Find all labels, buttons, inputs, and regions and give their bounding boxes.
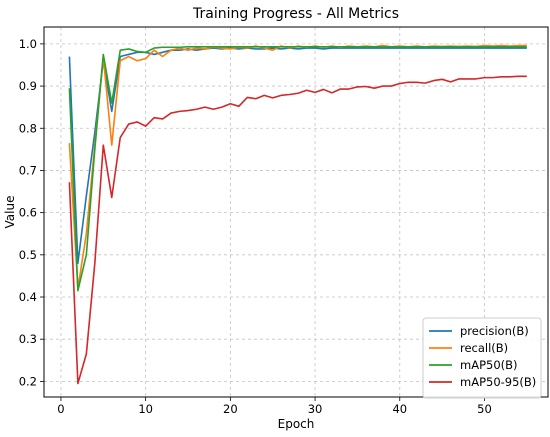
x-tick-label: 10	[138, 402, 153, 416]
y-tick-label: 0.2	[19, 374, 37, 388]
x-tick-label: 50	[477, 402, 492, 416]
y-tick-label: 0.5	[19, 248, 37, 262]
y-tick-label: 0.7	[19, 163, 37, 177]
legend: precision(B) recall(B) mAP50(B) mAP50-95(B)	[422, 317, 542, 399]
series-line-map50-95-b	[68, 75, 527, 385]
series-layer	[68, 44, 527, 385]
series-line-recall-b	[68, 44, 527, 290]
y-tick-label: 1.0	[19, 37, 37, 51]
legend-label: recall(B)	[460, 341, 508, 355]
legend-label: precision(B)	[460, 324, 529, 338]
series-line-map50-b	[68, 46, 527, 292]
x-tick-label: 20	[223, 402, 238, 416]
y-tick-label: 0.6	[19, 206, 37, 220]
x-tick-label: 40	[392, 402, 407, 416]
chart-title: Training Progress - All Metrics	[192, 6, 399, 22]
y-tick-label: 0.9	[19, 79, 37, 93]
legend-label: mAP50-95(B)	[460, 375, 536, 389]
x-tick-label: 0	[57, 402, 64, 416]
y-tick-label: 0.8	[19, 121, 37, 135]
grid	[44, 27, 548, 397]
legend-label: mAP50(B)	[460, 358, 518, 372]
x-tick-label: 30	[308, 402, 323, 416]
ticks: 0 10 20 30 40 50 0.2 0.3 0.4 0.5 0.6 0.7 0.8 0.9 1.0	[19, 37, 492, 416]
y-tick-label: 0.4	[19, 290, 37, 304]
y-tick-label: 0.3	[19, 332, 37, 346]
x-axis-label: Epoch	[278, 417, 315, 431]
legend-box	[422, 317, 542, 399]
y-axis-label: Value	[3, 196, 17, 229]
plot-frame	[43, 26, 549, 398]
